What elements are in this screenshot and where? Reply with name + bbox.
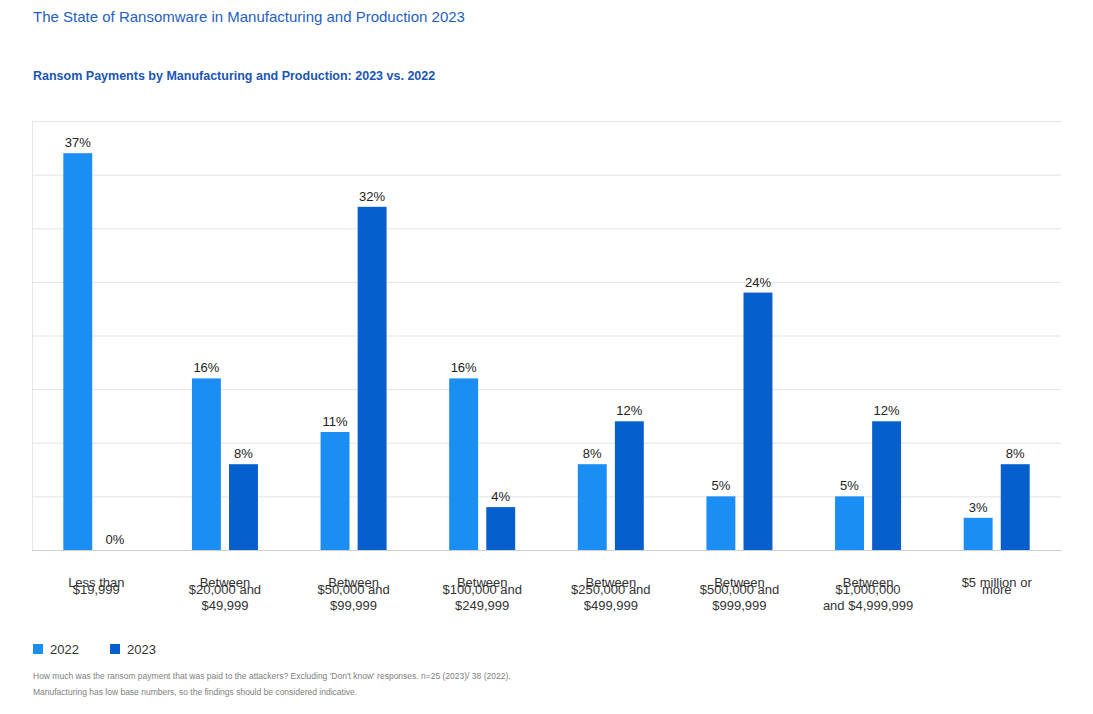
x-tick: Between$250,000 and$499,999 xyxy=(571,550,651,613)
x-tick: $5 million ormore xyxy=(962,550,1033,597)
legend: 2022 2023 xyxy=(33,642,156,657)
grid-line xyxy=(32,443,1061,444)
x-tick-label: Between$20,000 and$49,999 xyxy=(189,575,261,613)
bar xyxy=(1001,464,1030,550)
data-label: 24% xyxy=(745,275,771,290)
data-label: 3% xyxy=(969,500,988,515)
bar xyxy=(358,207,387,550)
footnote: Manufacturing has low base numbers, so t… xyxy=(33,687,357,697)
bar xyxy=(615,421,644,550)
y-tick xyxy=(32,389,1061,390)
data-label: 32% xyxy=(359,189,385,204)
x-tick-label: $5 million ormore xyxy=(962,575,1033,597)
bar xyxy=(192,378,221,550)
x-tick-label: Between$500,000 and$999,999 xyxy=(700,575,780,613)
grid-line xyxy=(32,175,1061,176)
y-tick xyxy=(32,496,1061,497)
bar xyxy=(706,496,735,550)
data-label: 5% xyxy=(840,478,859,493)
legend-label: 2022 xyxy=(50,642,79,657)
y-axis xyxy=(32,122,1061,551)
footnote: How much was the ransom payment that was… xyxy=(33,671,511,681)
grid-line xyxy=(32,121,1061,122)
bar xyxy=(578,464,607,550)
x-tick-label: Less than$19,999 xyxy=(68,575,124,597)
data-label: 12% xyxy=(874,403,900,418)
grid-line xyxy=(32,336,1061,337)
data-label: 0% xyxy=(105,532,124,547)
bar xyxy=(100,550,129,551)
data-labels: 37% 16% 11% 16% 8% 5% 5% 3% 0% 8% 32% 4% 12% 24% 12% 8% xyxy=(65,135,1025,547)
x-tick: Between$500,000 and$999,999 xyxy=(700,550,780,613)
y-tick xyxy=(32,121,1061,122)
y-tick xyxy=(32,175,1061,176)
y-axis-line xyxy=(33,122,1062,551)
x-tick: Less than$19,999 xyxy=(68,550,124,597)
legend-item: 2023 xyxy=(110,642,156,657)
grid-line xyxy=(32,228,1061,229)
bar xyxy=(449,378,478,550)
data-label: 4% xyxy=(491,489,510,504)
data-label: 16% xyxy=(193,360,219,375)
data-label: 11% xyxy=(322,414,347,429)
bar xyxy=(835,496,864,550)
bar xyxy=(744,293,773,550)
x-tick-label: Between$250,000 and$499,999 xyxy=(571,575,651,613)
x-axis: Less than$19,999 Between$20,000 and$49,99… xyxy=(33,550,1062,613)
bar xyxy=(321,432,350,550)
x-tick: Between$50,000 and$99,999 xyxy=(317,550,389,613)
bar xyxy=(486,507,515,550)
data-label: 8% xyxy=(234,446,253,461)
bar xyxy=(872,421,901,550)
page-title: The State of Ransomware in Manufacturing… xyxy=(33,8,465,25)
data-label: 5% xyxy=(711,478,730,493)
legend-swatch xyxy=(33,644,43,654)
bar xyxy=(229,464,258,550)
grid-line xyxy=(32,389,1061,390)
y-tick xyxy=(32,443,1061,444)
legend-label: 2023 xyxy=(127,642,156,657)
x-axis-line xyxy=(33,550,1062,551)
y-tick xyxy=(32,228,1061,229)
chart-title: Ransom Payments by Manufacturing and Pro… xyxy=(33,69,435,83)
grid-line xyxy=(32,550,1061,551)
data-label: 8% xyxy=(1006,446,1025,461)
chart: The State of Ransomware in Manufacturing… xyxy=(0,0,1093,714)
legend-swatch xyxy=(110,644,120,654)
x-tick: Between$1,000,000and $4,999,999 xyxy=(823,550,913,613)
bar xyxy=(63,153,92,550)
data-label: 16% xyxy=(451,360,477,375)
bar xyxy=(964,518,993,550)
data-label: 12% xyxy=(616,403,642,418)
x-tick: Between$100,000 and$249,999 xyxy=(442,550,522,613)
x-tick-label: Between$1,000,000and $4,999,999 xyxy=(823,575,913,613)
y-tick xyxy=(32,336,1061,337)
data-label: 37% xyxy=(65,135,91,150)
y-tick xyxy=(32,282,1061,283)
grid-line xyxy=(32,282,1061,283)
x-tick-label: Between$50,000 and$99,999 xyxy=(317,575,389,613)
y-tick xyxy=(32,550,1061,551)
x-tick-label: Between$100,000 and$249,999 xyxy=(442,575,522,613)
bars xyxy=(63,153,1029,550)
data-label: 8% xyxy=(583,446,602,461)
x-tick: Between$20,000 and$49,999 xyxy=(189,550,261,613)
legend-item: 2022 xyxy=(33,642,79,657)
grid-line xyxy=(32,496,1061,497)
